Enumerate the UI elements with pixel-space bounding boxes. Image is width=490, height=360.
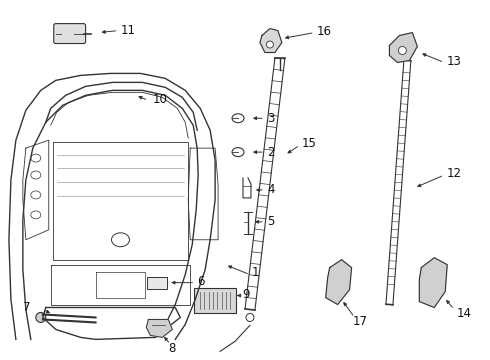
Text: 9: 9 [242,288,249,301]
Text: 12: 12 [446,167,461,180]
Text: 11: 11 [121,24,135,37]
Text: 2: 2 [267,145,274,159]
Polygon shape [147,319,172,337]
Text: 6: 6 [197,275,205,288]
Text: 8: 8 [168,342,176,355]
Text: 7: 7 [23,301,30,314]
Text: 10: 10 [152,93,167,106]
Text: 13: 13 [446,55,461,68]
Ellipse shape [267,41,273,48]
Text: 5: 5 [267,215,274,228]
Polygon shape [260,28,282,53]
Text: 15: 15 [302,137,317,150]
FancyBboxPatch shape [147,276,167,289]
Polygon shape [419,258,447,307]
Text: 1: 1 [252,266,260,279]
Ellipse shape [36,312,46,323]
Text: 17: 17 [353,315,368,328]
Polygon shape [390,32,417,62]
Polygon shape [326,260,352,305]
Text: 14: 14 [456,307,471,320]
Text: 4: 4 [267,184,274,197]
Text: 16: 16 [317,25,332,38]
FancyBboxPatch shape [54,24,86,44]
Text: 3: 3 [267,112,274,125]
FancyBboxPatch shape [194,288,236,314]
Ellipse shape [398,46,406,54]
